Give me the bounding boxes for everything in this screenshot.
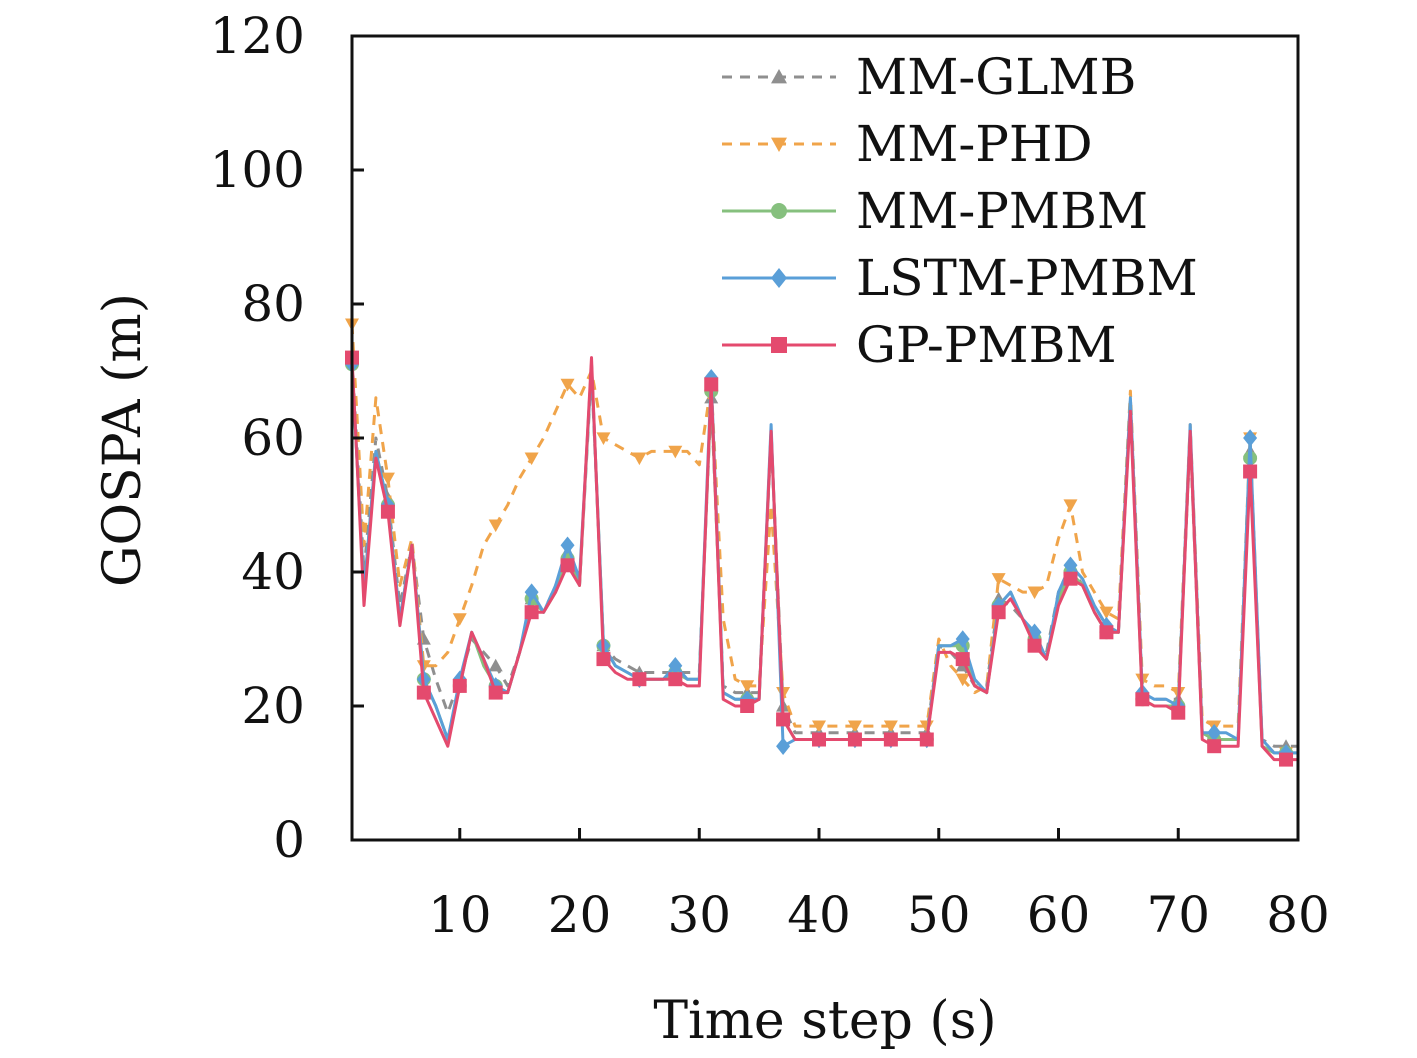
x-tick-label: 20	[548, 886, 612, 944]
legend-marker	[771, 69, 787, 84]
data-point	[776, 712, 791, 727]
x-tick-label: 50	[907, 886, 971, 944]
data-point	[740, 680, 755, 693]
legend-label: MM-PMBM	[856, 182, 1148, 240]
data-point	[704, 377, 719, 392]
y-tick-label: 80	[241, 275, 305, 333]
data-point	[955, 673, 970, 687]
legend-item-lstm-pmbm: LSTM-PMBM	[722, 249, 1198, 307]
legend-marker	[771, 337, 787, 353]
data-point	[1243, 464, 1258, 479]
data-point	[1243, 429, 1258, 447]
x-tick-label: 30	[667, 886, 731, 944]
data-point	[524, 605, 539, 620]
series-gp-pmbm	[345, 350, 1298, 767]
data-point	[1099, 625, 1114, 640]
y-tick-label: 60	[241, 409, 305, 467]
data-point	[1027, 638, 1042, 653]
data-point	[1207, 724, 1222, 742]
x-axis-title: Time step (s)	[653, 991, 996, 1051]
data-point	[380, 472, 395, 486]
y-tick-label: 120	[210, 7, 305, 65]
legend-item-mm-glmb: MM-GLMB	[722, 48, 1136, 106]
legend-label: MM-PHD	[856, 115, 1093, 173]
data-point	[524, 452, 539, 466]
data-point	[919, 732, 934, 747]
legend-marker	[771, 137, 787, 152]
data-point	[524, 583, 539, 601]
legend-item-mm-phd: MM-PHD	[722, 115, 1093, 173]
legend-label: MM-GLMB	[856, 48, 1136, 106]
data-point	[1279, 752, 1294, 767]
x-tick-label: 10	[428, 886, 492, 944]
data-point	[560, 378, 575, 392]
data-point	[847, 720, 862, 734]
data-point	[991, 605, 1006, 620]
legend-marker	[771, 203, 787, 219]
data-point	[668, 445, 683, 459]
data-point	[668, 672, 683, 687]
data-point	[596, 652, 611, 667]
legend-item-gp-pmbm: GP-PMBM	[722, 316, 1117, 374]
data-point	[1099, 606, 1114, 620]
data-point	[883, 720, 898, 734]
legend: MM-GLMB MM-PHD MM-PMBM LSTM-PMBM GP-PMBM	[722, 48, 1198, 374]
data-point	[1171, 705, 1186, 720]
data-point	[812, 720, 827, 734]
data-point	[488, 519, 503, 533]
x-tick-label: 60	[1027, 886, 1091, 944]
legend-marker	[771, 268, 787, 288]
series-lstm-pmbm	[345, 355, 1298, 762]
plot-frame	[350, 34, 1300, 842]
data-point	[776, 737, 791, 755]
x-tick-label: 40	[787, 886, 851, 944]
data-point	[452, 678, 467, 693]
series-mm-phd	[345, 318, 1298, 760]
y-tick-label: 100	[210, 141, 305, 199]
data-point	[847, 732, 862, 747]
data-point	[883, 732, 898, 747]
data-point	[955, 630, 970, 648]
legend-item-mm-pmbm: MM-PMBM	[722, 182, 1148, 240]
data-point	[488, 658, 503, 672]
data-point	[560, 536, 575, 554]
data-point	[632, 452, 647, 466]
data-point	[1063, 556, 1078, 575]
y-tick-label: 20	[241, 677, 305, 735]
axis-ticks: 10 20 30 40 50 60 70 80 0 20 40 60 80 100 120	[210, 7, 1330, 944]
y-axis-title: GOSPA (m)	[93, 293, 153, 587]
data-point	[488, 685, 503, 700]
data-point	[955, 652, 970, 667]
data-point	[668, 657, 683, 675]
data-point	[416, 685, 431, 700]
data-point	[452, 613, 467, 626]
y-tick-label: 40	[241, 543, 305, 601]
data-point	[1027, 586, 1042, 600]
legend-label: GP-PMBM	[856, 316, 1117, 374]
data-point	[596, 432, 611, 445]
x-tick-label: 70	[1146, 886, 1210, 944]
data-point	[812, 732, 827, 747]
series-mm-glmb	[345, 350, 1298, 752]
y-tick-label: 0	[273, 811, 305, 869]
data-point	[380, 504, 395, 519]
data-point	[1207, 739, 1222, 754]
data-point	[991, 573, 1006, 586]
data-point	[1063, 499, 1078, 512]
data-point	[560, 558, 575, 573]
data-point	[1135, 692, 1150, 707]
series-layer	[345, 318, 1298, 767]
data-point	[632, 672, 647, 687]
data-point	[1063, 571, 1078, 586]
x-tick-label: 80	[1266, 886, 1330, 944]
legend-label: LSTM-PMBM	[856, 249, 1198, 307]
data-point	[740, 699, 755, 713]
